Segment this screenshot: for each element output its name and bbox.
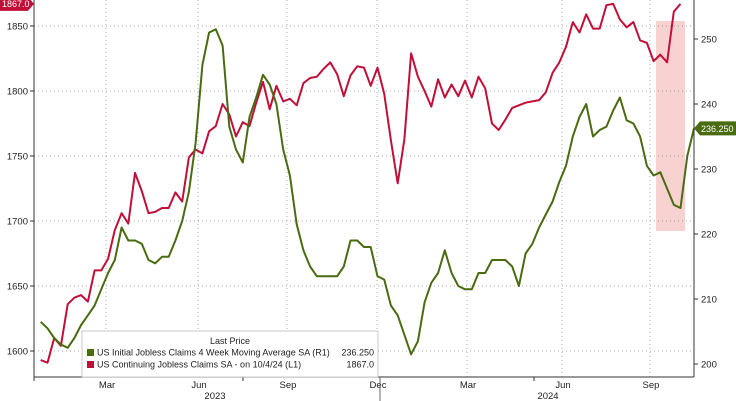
x-month-label: Jun	[555, 380, 570, 391]
legend-swatch	[87, 361, 94, 368]
left-axis-tick-label: 1650	[7, 282, 28, 293]
left-last-value-badge	[0, 0, 34, 11]
x-year-label: 2023	[204, 391, 225, 401]
x-month-label: Dec	[370, 380, 387, 391]
x-month-label: Sep	[643, 380, 660, 391]
left-axis-tick-label: 1700	[7, 217, 28, 228]
right-last-value-text: 236.250	[701, 124, 734, 134]
initial-claims-line	[40, 28, 695, 356]
right-axis-tick-label: 220	[701, 230, 717, 241]
legend-entry-value: 1867.0	[346, 360, 374, 370]
left-last-value-text: 1867.0	[2, 0, 30, 9]
right-axis-tick-label: 240	[701, 100, 717, 111]
series-lines	[40, 2, 695, 364]
legend-box	[81, 330, 379, 378]
left-axis-tick-label: 1600	[7, 347, 28, 358]
right-axis-tick-label: 210	[701, 295, 717, 306]
x-month-label: Mar	[460, 380, 476, 391]
right-axis-tick-label: 230	[701, 165, 717, 176]
legend: Last Price US Initial Jobless Claims 4 We…	[81, 330, 379, 378]
x-year-label: 2024	[537, 391, 558, 401]
legend-entry-value: 236.250	[341, 348, 374, 358]
continuing-claims-line	[40, 2, 682, 364]
x-month-label: Mar	[99, 380, 115, 391]
x-month-label: Jun	[191, 380, 206, 391]
left-axis-tick-label: 1750	[7, 152, 28, 163]
legend-entry-text: US Initial Jobless Claims 4 Week Moving …	[97, 348, 330, 358]
x-month-label: Sep	[280, 380, 297, 391]
right-last-value-badge	[694, 121, 736, 136]
legend-entry-text: US Continuing Jobless Claims SA - on 10/…	[97, 360, 301, 370]
legend-swatch	[87, 349, 94, 356]
left-axis-tick-label: 1800	[7, 87, 28, 98]
right-axis-tick-label: 200	[701, 360, 717, 371]
right-axis-tick-label: 250	[701, 35, 717, 46]
gridlines	[34, 0, 694, 377]
left-axis-tick-label: 1850	[7, 22, 28, 33]
legend-title: Last Price	[210, 336, 250, 346]
